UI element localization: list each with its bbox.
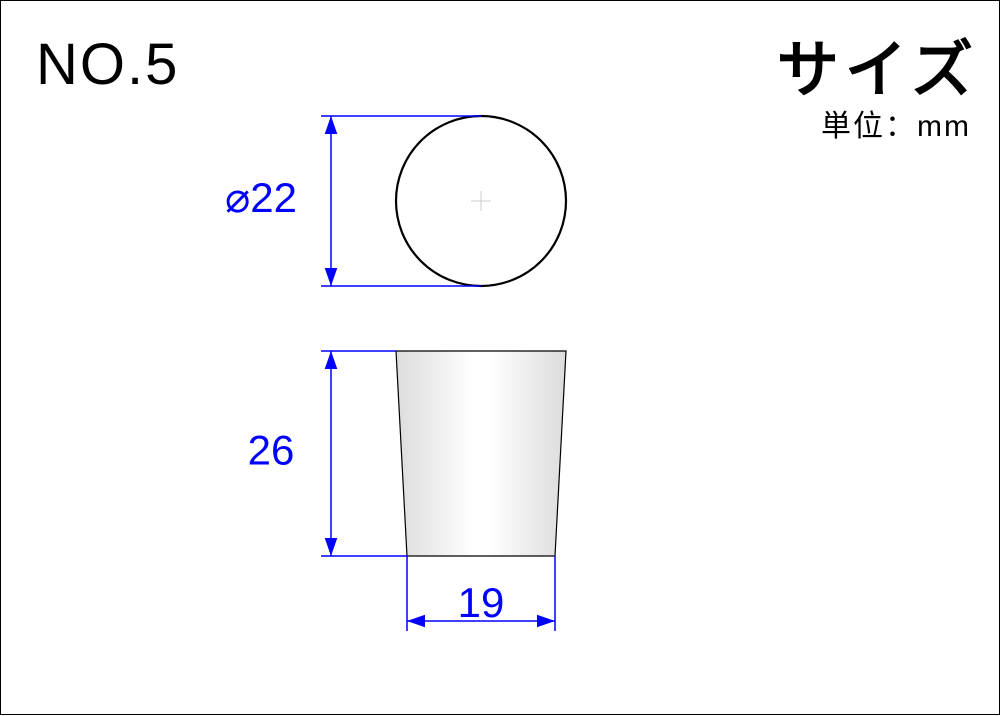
- svg-text:19: 19: [458, 579, 505, 626]
- svg-text:⌀22: ⌀22: [225, 174, 297, 221]
- technical-drawing: ⌀22 26 19: [1, 1, 1000, 716]
- svg-text:26: 26: [248, 427, 295, 474]
